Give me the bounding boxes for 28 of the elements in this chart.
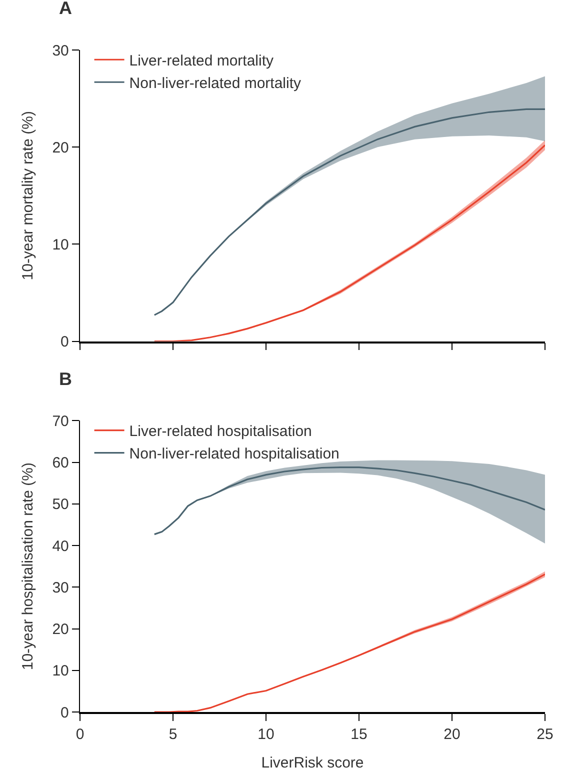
y-tick-label: 10: [52, 236, 69, 254]
y-tick-label: 30: [52, 579, 69, 596]
chart-title: A: [59, 0, 72, 18]
legend-label: Liver-related hospitalisation: [129, 423, 312, 440]
line-series: [154, 466, 545, 536]
y-tick-label: 60: [52, 454, 69, 472]
y-tick-label: 70: [52, 412, 69, 430]
y-tick-label: 20: [52, 621, 69, 638]
y-tick-label: 20: [52, 139, 69, 156]
y-tick-label: 0: [60, 704, 69, 722]
y-axis-title: 10-year mortality rate (%): [19, 111, 36, 280]
y-tick-label: 40: [52, 538, 69, 555]
legend-label: Non-liver-related hospitalisation: [129, 446, 340, 463]
legend-label: Non-liver-related mortality: [129, 74, 302, 92]
y-tick-label: 10: [52, 662, 69, 680]
y-tick-label: 50: [52, 496, 69, 514]
y-axis-title: 10-year hospitalisation rate (%): [19, 462, 36, 670]
x-tick-label: 5: [168, 726, 178, 743]
x-tick-label: 0: [76, 726, 84, 743]
x-axis-title: LiverRisk score: [261, 754, 364, 772]
x-tick-label: 20: [444, 726, 460, 743]
y-tick-label: 0: [60, 334, 69, 351]
x-tick-label: 25: [536, 726, 554, 743]
legend-label: Liver-related mortality: [129, 52, 274, 70]
x-tick-label: 10: [258, 726, 274, 743]
x-tick-label: 15: [350, 726, 368, 743]
chart-title: B: [59, 369, 72, 389]
y-tick-label: 30: [52, 42, 69, 60]
